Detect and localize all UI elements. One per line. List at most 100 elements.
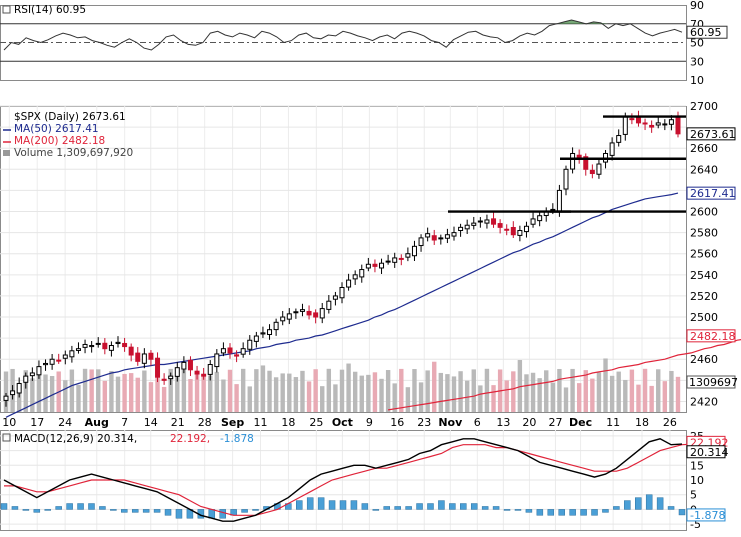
candle-body <box>372 263 378 267</box>
candle-body <box>23 375 29 383</box>
x-tick-label: 18 <box>635 416 649 429</box>
volume-last-label: 1309697 <box>689 376 738 389</box>
candle-body <box>56 359 62 362</box>
candle-body <box>609 142 615 156</box>
candle-body <box>662 123 668 126</box>
macd-histogram-bar <box>635 497 642 510</box>
volume-bar <box>96 369 101 412</box>
macd-histogram-bar <box>339 500 347 510</box>
macd-histogram-bar <box>678 509 686 516</box>
candle-body <box>155 357 161 378</box>
volume-bar <box>260 365 266 412</box>
volume-bar <box>109 371 114 412</box>
price-tick-label: 2600 <box>690 206 718 219</box>
volume-bar <box>339 369 345 412</box>
candle-body <box>629 118 635 121</box>
volume-bar <box>287 373 292 412</box>
candle-body <box>622 116 628 135</box>
rsi-line <box>3 19 683 51</box>
candle-body <box>398 257 404 260</box>
macd-histogram-bar <box>33 509 41 513</box>
macd-line <box>3 438 683 522</box>
volume-last-label-box <box>686 375 736 389</box>
macd-histogram-bar <box>66 503 73 510</box>
macd-tick-label: -5 <box>690 518 701 531</box>
volume-legend: Volume 1,309,697,920 <box>14 147 133 159</box>
volume-bar <box>544 370 549 412</box>
x-tick-label: 9 <box>366 416 373 429</box>
candle-body <box>141 353 147 364</box>
macd-histogram-bar <box>525 509 533 513</box>
volume-bar <box>662 381 668 412</box>
volume-bar <box>273 377 279 412</box>
macd-histogram-bar <box>624 500 631 510</box>
macd-tick-label: 5 <box>690 489 697 502</box>
ma200-last-label-box <box>686 329 736 343</box>
price-tick-label: 2560 <box>690 248 718 261</box>
volume-bar <box>629 369 635 412</box>
volume-bar <box>530 372 536 412</box>
volume-bar <box>142 370 147 412</box>
macd-histogram-bar <box>317 497 325 510</box>
candle-body <box>668 119 674 125</box>
macd-signal-line <box>4 443 693 516</box>
candle-body <box>589 169 595 175</box>
macd-histogram-bar <box>241 509 248 513</box>
macd-histogram-bar <box>514 509 522 511</box>
candle-body <box>570 152 576 170</box>
rsi-tick-label: 90 <box>690 0 704 12</box>
macd-histogram-bar <box>645 494 653 510</box>
x-tick-label: 27 <box>548 416 562 429</box>
ma50-last-label-box <box>686 186 736 200</box>
price-legend: $SPX (Daily) 2673.61 <box>14 111 126 123</box>
candle-body <box>365 263 371 269</box>
volume-bar <box>300 370 305 412</box>
macd-histogram-bar <box>558 509 565 516</box>
macd-histogram-bar <box>591 509 598 516</box>
candle-body <box>458 226 464 232</box>
x-tick-label: 26 <box>663 416 677 429</box>
candle-body <box>411 245 417 257</box>
candle-body <box>89 345 95 348</box>
volume-bar <box>43 374 48 412</box>
macd-histogram-bar <box>416 503 423 510</box>
candle-body <box>510 227 516 236</box>
x-tick-label: 14 <box>144 416 158 429</box>
macd-histogram-bar <box>164 509 172 516</box>
rsi-legend-icon <box>2 5 11 14</box>
macd-histogram-bar <box>153 509 161 513</box>
volume-bar <box>669 370 674 412</box>
x-tick-label: 7 <box>121 416 128 429</box>
macd-histogram-bar <box>394 506 401 510</box>
volume-bar <box>76 384 81 412</box>
macd-legend-icon <box>2 433 11 442</box>
candle-body <box>299 309 305 312</box>
candle-body <box>75 348 81 351</box>
volume-bar <box>102 380 108 412</box>
volume-bar <box>418 382 424 412</box>
candle-body <box>385 260 391 263</box>
candle-body <box>451 232 457 237</box>
rsi-value-label: 60.95 <box>690 26 722 39</box>
macd-histogram-bar <box>492 506 500 510</box>
candle-body <box>108 345 114 351</box>
macd-histogram-bar <box>55 506 62 510</box>
volume-bar <box>227 369 233 412</box>
volume-bar <box>445 374 450 412</box>
x-tick-label: 17 <box>30 416 44 429</box>
volume-bar <box>524 374 529 412</box>
candle-body <box>181 361 187 370</box>
volume-bar <box>412 369 417 412</box>
macd-histogram-bar <box>460 503 467 510</box>
candle-body <box>187 359 193 371</box>
ma200-legend: MA(200) 2482.18 <box>14 135 105 147</box>
candle-body <box>537 215 543 222</box>
candle-body <box>82 343 88 348</box>
macd-histogram-bar <box>88 503 95 510</box>
volume-bar <box>656 369 661 412</box>
volume-bar <box>550 382 556 412</box>
volume-bar <box>240 368 246 412</box>
volume-bar <box>616 371 621 412</box>
candle-body <box>523 225 529 233</box>
price-last-label-box <box>686 127 736 141</box>
